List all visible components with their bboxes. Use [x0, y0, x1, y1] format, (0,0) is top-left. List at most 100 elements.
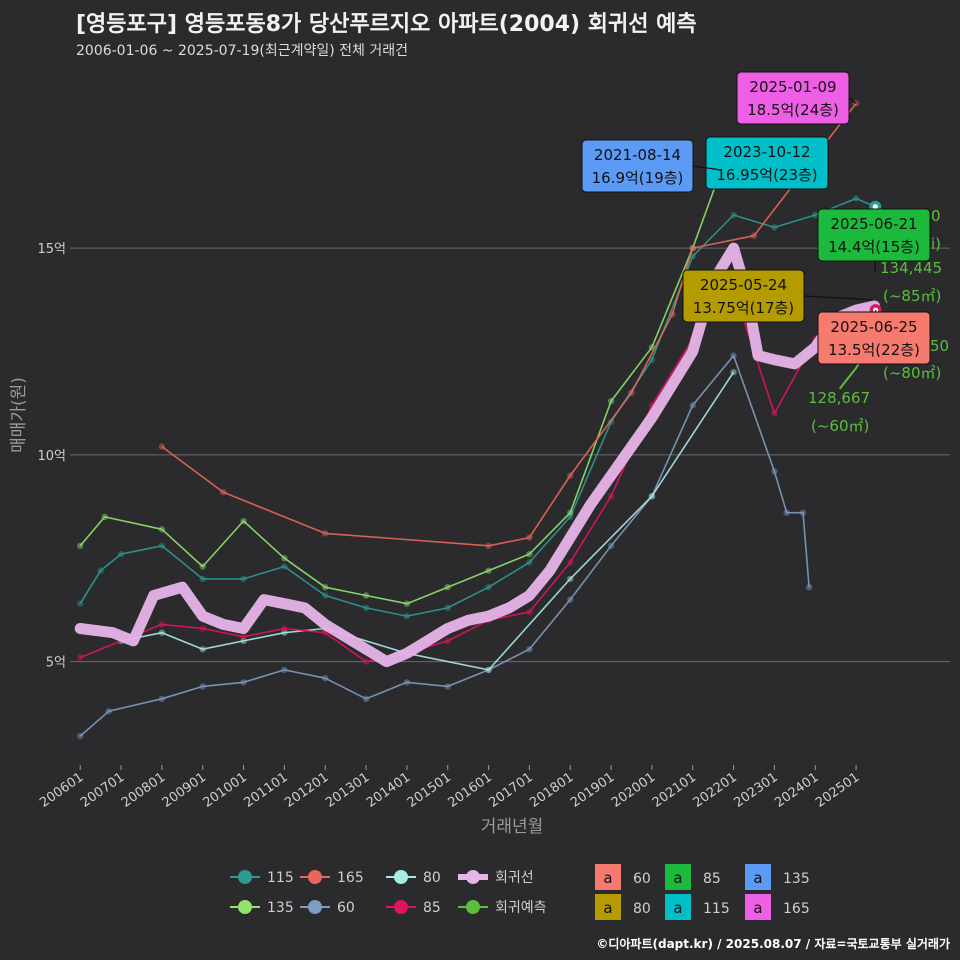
x-tick-label: 200701: [78, 770, 127, 811]
series-point-60: [240, 679, 247, 686]
series-point-135: [485, 567, 492, 574]
series-point-115: [812, 211, 819, 219]
legend-box-swatch: [745, 894, 771, 920]
series-point-115: [852, 195, 860, 202]
partial-text: i): [931, 235, 941, 253]
legend-box-swatch: [595, 864, 621, 890]
series-point-85: [281, 625, 288, 632]
series-point-80: [730, 368, 737, 376]
endpoint-marker-center: [872, 204, 878, 210]
x-tick-label: 201101: [241, 770, 290, 811]
legend-entry-115: 115: [267, 870, 294, 886]
y-tick-label: 15억: [37, 242, 66, 257]
series-point-60: [403, 679, 411, 686]
legend-box-label-165: 165: [783, 901, 810, 917]
x-tick-label: 201601: [446, 770, 495, 811]
legend-box-letter: a: [753, 869, 762, 887]
label-date: 2025-06-25: [830, 318, 917, 336]
legend-key-dot: [466, 870, 480, 884]
series-point-135: [607, 397, 615, 405]
label-price: 16.9억(19층): [592, 169, 684, 187]
series-point-135: [158, 526, 166, 533]
series-point-85: [199, 625, 206, 632]
x-tick-label: 201501: [405, 770, 454, 811]
series-point-60: [281, 666, 288, 674]
label-price: 13.75억(17층): [693, 299, 794, 317]
x-tick-label: 201201: [282, 770, 331, 811]
series-point-115: [97, 567, 104, 574]
x-axis-title: 거래년월: [481, 817, 544, 837]
label-box: [705, 136, 829, 190]
y-axis-title: 매매가(원): [9, 377, 29, 453]
series-point-135: [77, 542, 84, 550]
series-point-165: [322, 530, 329, 537]
legend-entry-135: 135: [267, 900, 294, 916]
series-point-60: [362, 695, 370, 703]
series-point-135: [362, 592, 370, 599]
series-point-85: [771, 410, 778, 417]
legend-box-label-85: 85: [703, 871, 721, 887]
label-date: 2025-05-24: [700, 276, 787, 294]
series-point-85: [240, 633, 247, 641]
legend-entry-회귀예측: 회귀예측: [495, 900, 547, 916]
series-point-135: [240, 517, 247, 525]
legend-box-label-60: 60: [633, 871, 651, 887]
label-connector: [848, 97, 857, 104]
series-point-135: [281, 555, 288, 562]
label-date: 2025-01-09: [749, 78, 836, 96]
series-point-60: [199, 683, 206, 690]
label-box: [736, 71, 850, 125]
series-point-135: [444, 583, 451, 591]
label-box: [682, 269, 805, 323]
series-point-60: [77, 732, 84, 740]
legend-key-dot: [394, 900, 408, 914]
partial-text: 50: [930, 337, 949, 355]
label-date: 2023-10-12: [723, 143, 810, 161]
series-point-80: [199, 646, 206, 653]
annotations: 2025-01-09 18.5억(24층) 2023-10-12 16.95억(23층…: [581, 71, 949, 435]
series-point-115: [281, 563, 288, 570]
legend-key-dot: [466, 900, 480, 914]
legend-key-dot: [394, 870, 408, 884]
series-point-165: [750, 232, 758, 239]
series-group: [74, 100, 880, 740]
label-price: 14.4억(15층): [828, 238, 920, 256]
label-box: [581, 139, 694, 193]
legend-entry-80: 80: [423, 870, 441, 886]
series-point-60: [799, 509, 807, 516]
x-tick-label: 201701: [486, 770, 535, 811]
series-point-60: [526, 646, 533, 653]
x-tick-label: 201001: [201, 770, 250, 811]
y-tick-label: 5억: [46, 656, 66, 671]
series-point-60: [567, 596, 574, 603]
partial-text: (~80㎡): [883, 364, 941, 382]
x-tick-label: 202301: [731, 770, 780, 811]
series-point-115: [362, 604, 370, 612]
legend-key-dot: [238, 870, 252, 884]
label-price: 13.5억(22층): [828, 341, 920, 359]
series-point-135: [567, 509, 574, 516]
legend-box-letter: a: [673, 869, 682, 887]
label-date: 2021-08-14: [594, 146, 681, 164]
series-line-115: [79, 197, 876, 617]
series-point-85: [77, 654, 84, 661]
series-point-85: [567, 559, 574, 566]
series-point-60: [805, 583, 813, 591]
series-line-135: [79, 169, 723, 605]
series-point-165: [669, 311, 676, 318]
legend-key-dot: [308, 900, 322, 914]
series-point-60: [158, 695, 166, 703]
series-point-60: [105, 708, 112, 715]
legend-box-label-80: 80: [633, 901, 651, 917]
series-point-60: [771, 468, 778, 475]
x-tick-label: 200601: [37, 770, 86, 811]
legend-entry-60: 60: [337, 900, 355, 916]
x-tick-label: 202101: [650, 770, 699, 811]
series-point-165: [689, 244, 696, 252]
legend-key-dot: [238, 900, 252, 914]
series-point-85: [607, 493, 615, 500]
legend-key-dot: [308, 870, 322, 884]
series-point-165: [485, 542, 492, 550]
